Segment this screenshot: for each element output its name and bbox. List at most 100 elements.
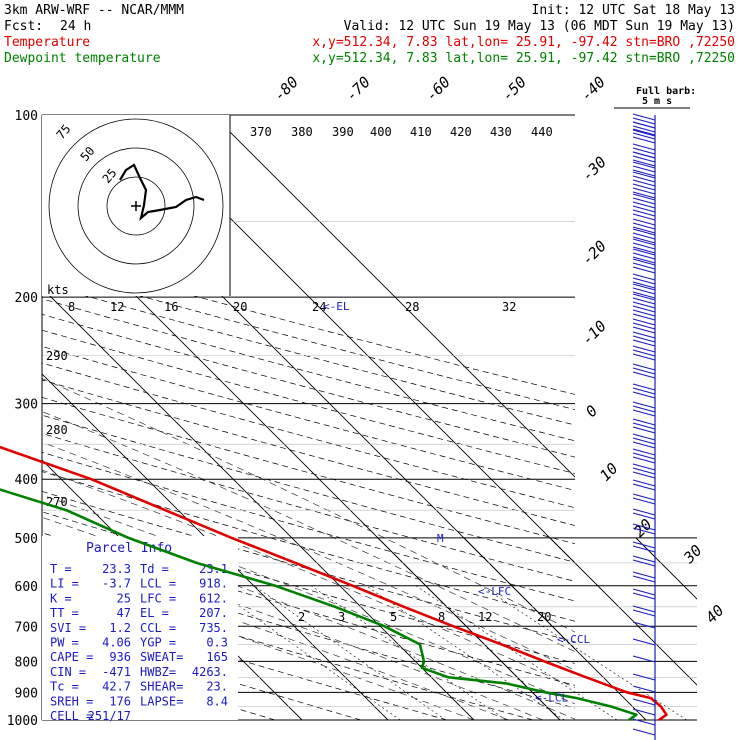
pressure-label-800: 800 [15,655,38,670]
wind-barb-flag [632,136,656,144]
wind-barb-flag [632,508,656,516]
wind-barb-flag [632,262,656,270]
wind-barb-flag [632,248,656,256]
parcel-row-value: 4.06 [102,636,131,650]
isotherm-line-lower [635,537,697,600]
pressure-labels: 100 200 300 400 500 600 700 800 900 1000 [7,109,38,729]
speed-tick-28: 28 [405,300,419,314]
wind-barb-flag [632,571,656,579]
parcel-row-label: SREH = [50,694,93,708]
wind-barb-flag [632,437,656,445]
parcel-row-value: 936 [109,650,131,664]
moist-adiabat [42,469,575,689]
pressure-label-900: 900 [15,686,38,701]
wind-barb-flag [632,371,656,379]
theta-label-390: 390 [332,125,354,139]
temperature-profile [0,445,668,722]
parcel-row-value: 176 [109,694,131,708]
wind-barb-flag [632,363,656,371]
wind-barb-flag [632,191,656,199]
wind-barb-flag [632,605,656,613]
parcel-row-label: T = [50,562,72,576]
wind-barb-flag [632,609,656,617]
hodograph-center-marker [131,201,141,211]
wind-barb-flag [632,283,656,291]
isotherm-line [42,373,389,720]
parcel-row-value-2: 8.4 [206,694,228,708]
wind-barb-flag [632,452,656,460]
wind-barb-flag [632,541,656,549]
parcel-level-lfc: <-LFC [478,585,511,598]
hodograph-trace [119,163,205,222]
parcel-row-label-2: LAPSE= [140,694,183,708]
parcel-row-label-2: SHEAR= [140,680,183,694]
wind-barb-flag [632,367,656,375]
isotherm-label-m60: -60 [422,73,454,105]
mixing-ratio-label-20: 20 [537,610,551,624]
wind-barb-flag [632,201,656,209]
wind-barb-flag [632,708,656,716]
hodograph-ring-50 [77,147,195,265]
parcel-row-value-2: 23. [206,680,228,694]
parcel-row-label-2: LFC = [140,591,176,605]
dewpoint-legend-label: Dewpoint temperature [4,51,161,66]
wind-barb-flag [632,309,656,317]
parcel-row-value: 47 [117,606,131,620]
wind-barb-flag [632,588,656,596]
wind-barb-flag [632,467,656,475]
wind-barb-flag [632,387,656,395]
wind-barb-flag [632,527,656,535]
isotherm-label-m30: -30 [578,153,610,185]
wind-barb-flag [632,718,656,726]
isotherm-labels: -80 -70 -60 -50 -40 -30 -20 -10 0 10 20 … [270,73,728,627]
parcel-row-value: -3.7 [102,577,131,591]
parcel-row-label: Tc = [50,680,79,694]
valid-time: Valid: 12 UTC Sun 19 May 13 (06 MDT Sun … [344,19,735,34]
mixing-ratio-lines [211,585,687,720]
wind-barb-flag [632,313,656,321]
pressure-label-500: 500 [15,532,38,547]
parcel-row-value-2: 4263. [192,665,228,679]
wind-barb-flag [632,655,656,663]
parcel-row-value: 23.3 [102,562,131,576]
wind-barb-flag [632,318,656,326]
wind-barb-flag [632,226,656,234]
wind-barb-flag [632,193,656,201]
barb-legend-line2: 5 m s [642,96,672,107]
moist-adiabat [42,411,575,653]
parcel-row-label: LI = [50,577,79,591]
pressure-label-100: 100 [15,109,38,124]
wind-barb-flag [632,391,656,399]
pressure-label-1000: 1000 [7,714,38,729]
parcel-row-label-2: LCL = [140,577,176,591]
parcel-row-value-2: 735. [199,621,228,635]
sounding-profiles [0,445,668,722]
temperature-location-info: x,y=512.34, 7.83 lat,lon= 25.91, -97.42 … [312,35,735,50]
wind-barb-flag [632,426,656,434]
hodograph-speed-ticks: 8 12 16 20 24 28 32 [68,300,516,314]
parcel-row-label-2: YGP = [140,636,176,650]
speed-tick-32: 32 [502,300,516,314]
theta-label-280: 280 [46,423,68,437]
speed-tick-12: 12 [110,300,124,314]
theta-label-400: 400 [370,125,392,139]
parcel-row-value: 42.7 [102,680,131,694]
wind-barb-flag [632,179,656,187]
parcel-row-label-2: SWEAT= [140,650,183,664]
parcel-row-value: -471 [102,665,131,679]
wind-barb-flag [632,559,656,567]
wind-barb-flag [632,339,656,347]
pressure-label-700: 700 [15,620,38,635]
wind-barb-flag [632,125,656,133]
parcel-row-label: CELL = [50,709,93,723]
wind-barb-flag [632,258,656,266]
wind-barb-flag [632,463,656,471]
wind-barb-flag [632,222,656,230]
wind-barb-flag [632,246,656,254]
wind-barb-flag [632,277,656,285]
wind-barb-flag [632,545,656,553]
isotherm-label-0: 0 [582,402,601,421]
isotherm-label-m20: -20 [578,237,610,269]
wind-barb-flag [632,132,656,140]
wind-barb-flag [632,422,656,430]
